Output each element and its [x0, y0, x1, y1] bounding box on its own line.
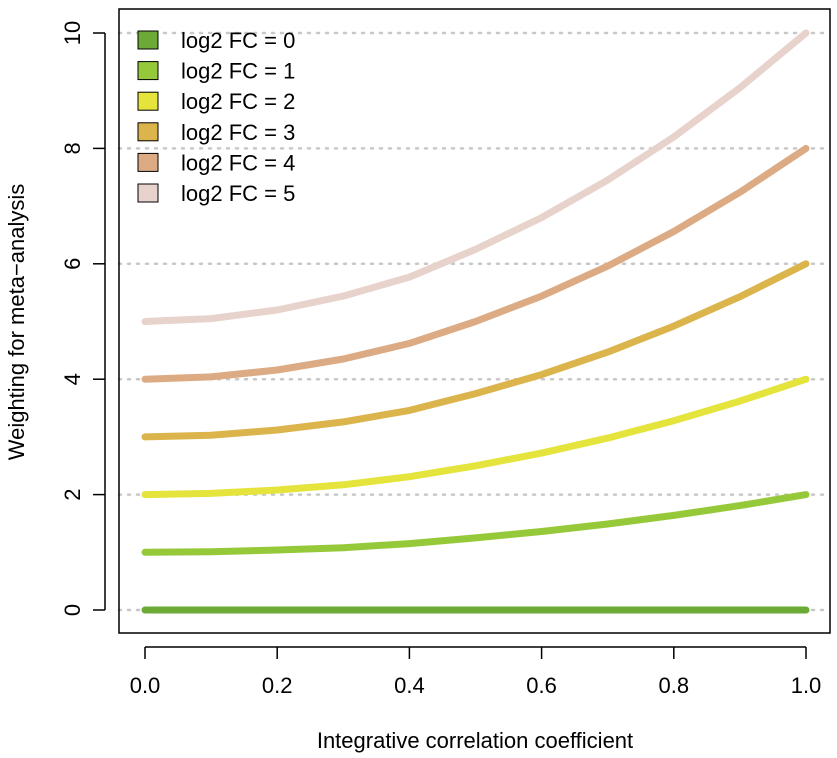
plot-frame	[118, 8, 831, 634]
legend-swatch	[137, 122, 159, 142]
y-tick-label: 6	[60, 258, 85, 270]
y-tick-label: 2	[60, 488, 85, 500]
y-tick-label: 10	[60, 21, 85, 45]
x-axis-title: Integrative correlation coefficient	[317, 728, 633, 753]
legend-label: log2 FC = 5	[181, 181, 295, 206]
legend-label: log2 FC = 1	[181, 59, 295, 84]
series-line-fc-2	[141, 375, 810, 499]
legend-label: log2 FC = 0	[181, 28, 295, 53]
legend-label: log2 FC = 4	[181, 150, 295, 175]
x-tick-label: 0.8	[659, 673, 690, 698]
series-line-fc-4	[141, 144, 810, 383]
y-tick-label: 4	[60, 373, 85, 385]
x-tick-label: 1.0	[791, 673, 822, 698]
y-tick-label: 0	[60, 604, 85, 616]
x-tick-label: 0.2	[262, 673, 293, 698]
series-line-fc-1	[141, 491, 810, 556]
legend-swatch	[137, 61, 159, 81]
legend-swatch	[137, 152, 159, 172]
x-tick-label: 0.6	[526, 673, 557, 698]
y-tick-label: 8	[60, 142, 85, 154]
x-tick-label: 0.4	[394, 673, 425, 698]
series-lines	[141, 29, 810, 614]
series-line-fc-5	[141, 29, 810, 325]
x-tick-label: 0.0	[130, 673, 161, 698]
series-line-fc-3	[141, 260, 810, 441]
legend-label: log2 FC = 2	[181, 89, 295, 114]
y-axis-title: Weighting for meta−analysis	[4, 184, 29, 461]
legend-swatch	[137, 30, 159, 50]
legend-label: log2 FC = 3	[181, 120, 295, 145]
legend: log2 FC = 0 log2 FC = 1 log2 FC = 2 log2 FC…	[137, 28, 295, 206]
legend-swatch	[137, 183, 159, 203]
legend-swatch	[137, 91, 159, 111]
axes: 0.0 0.2 0.4 0.6 0.8 1.0 0 2 4 6 8 10	[60, 21, 821, 698]
